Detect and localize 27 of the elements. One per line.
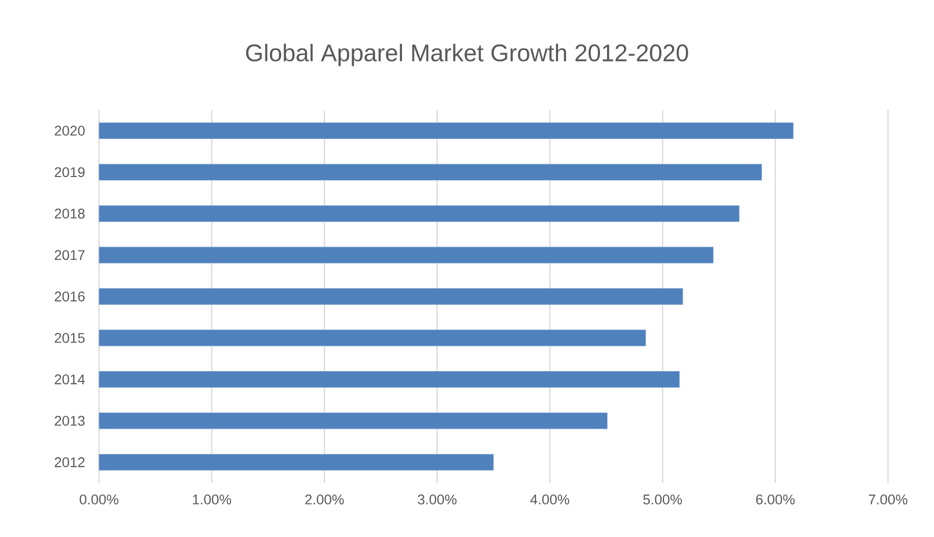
y-tick-label: 2019 (54, 167, 85, 178)
bar (98, 330, 646, 346)
y-tick-label: 2017 (54, 250, 85, 260)
bar (98, 288, 684, 305)
x-tick-label: 3.00% (418, 494, 456, 504)
x-tick-label: 0.00% (80, 494, 118, 504)
y-tick-label: 2014 (54, 374, 85, 384)
bar (98, 371, 680, 388)
x-tick-label: 7.00% (868, 494, 908, 504)
chart-title: Global Apparel Market Growth 2012-2020 (246, 44, 688, 66)
bar (98, 164, 762, 180)
bar (98, 454, 494, 471)
x-tick-label: 5.00% (643, 494, 682, 504)
y-tick-label: 2020 (54, 126, 85, 136)
x-tick-label: 4.00% (530, 494, 570, 504)
bar (98, 246, 714, 264)
x-tick-label: 6.00% (756, 494, 795, 504)
x-tick-label: 1.00% (192, 494, 232, 504)
x-tick-label: 2.00% (305, 494, 344, 504)
bar (98, 205, 740, 222)
bar (98, 122, 794, 140)
bar (98, 412, 608, 430)
y-tick-label: 2013 (54, 416, 85, 426)
y-tick-label: 2016 (54, 292, 85, 302)
y-tick-label: 2012 (54, 457, 85, 468)
y-tick-label: 2015 (54, 332, 85, 343)
y-tick-label: 2018 (54, 208, 85, 219)
